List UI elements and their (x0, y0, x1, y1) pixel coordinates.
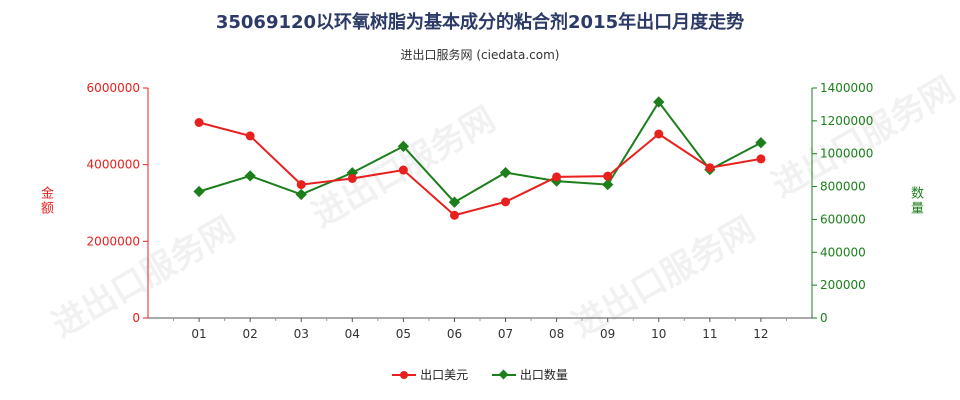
quantity-point (499, 166, 512, 179)
legend-label-quantity: 出口数量 (519, 368, 568, 382)
left-tick-label: 6000000 (87, 81, 140, 95)
right-tick-label: 400000 (820, 245, 866, 259)
value-point (194, 118, 204, 127)
value-point (347, 173, 357, 183)
series-line-value (198, 121, 762, 217)
chart-title: 35069120以环氧树脂为基本成分的粘合剂2015年出口月度走势 (215, 12, 745, 33)
value-point (245, 131, 255, 141)
value-point (552, 172, 562, 182)
x-tick-label: 07 (498, 327, 513, 341)
quantity-point (602, 178, 614, 191)
axes-group: 0 2000000 4000000 6000000 0 200000 400000 60000… (87, 81, 874, 341)
quantity-point (193, 185, 205, 198)
legend-swatch-quantity (491, 369, 516, 380)
right-tick-label: 200000 (820, 278, 866, 292)
x-tick-label: 05 (396, 327, 411, 341)
series-group (193, 96, 767, 220)
x-tick-label: 11 (702, 327, 717, 341)
x-tick-label: 10 (651, 327, 666, 341)
right-tick-label: 1400000 (820, 81, 873, 95)
legend-item-value[interactable]: 出口美元 (392, 366, 468, 383)
value-point (449, 210, 459, 220)
right-tick-label: 0 (820, 311, 828, 325)
legend-swatch-value (392, 370, 417, 380)
x-tick-label: 02 (243, 327, 258, 341)
x-tick-label: 04 (345, 327, 360, 341)
left-tick-label: 4000000 (87, 158, 140, 172)
left-tick-label: 2000000 (87, 234, 140, 248)
value-point (756, 154, 766, 164)
left-axis-label: 金额 (38, 186, 53, 216)
legend: 出口美元 出口数量 (0, 366, 960, 383)
right-tick-label: 600000 (820, 212, 866, 226)
value-point (654, 129, 664, 139)
x-tick-label: 08 (549, 327, 564, 341)
quantity-point (755, 137, 767, 149)
value-point (296, 180, 306, 190)
quantity-point (448, 196, 461, 208)
x-tick-label: 12 (753, 327, 768, 341)
left-tick-label: 0 (132, 311, 140, 325)
right-axis-label: 数量 (908, 186, 923, 216)
quantity-point (397, 140, 410, 152)
chart-subtitle: 进出口服务网 (ciedata.com) (400, 48, 560, 62)
series-line-quantity (198, 100, 762, 204)
x-tick-label: 06 (447, 327, 462, 341)
value-point (705, 163, 715, 173)
legend-item-quantity[interactable]: 出口数量 (491, 366, 568, 383)
value-point (603, 171, 613, 181)
legend-label-value: 出口美元 (420, 368, 469, 382)
right-tick-label: 800000 (820, 180, 866, 194)
right-tick-label: 1000000 (820, 147, 873, 161)
x-tick-label: 03 (294, 327, 309, 341)
quantity-point (244, 170, 256, 182)
x-tick-label: 09 (600, 327, 615, 341)
x-tick-label: 01 (191, 327, 206, 341)
value-point (501, 197, 511, 207)
value-point (398, 165, 408, 175)
quantity-point (295, 188, 307, 201)
right-tick-label: 1200000 (820, 114, 873, 128)
